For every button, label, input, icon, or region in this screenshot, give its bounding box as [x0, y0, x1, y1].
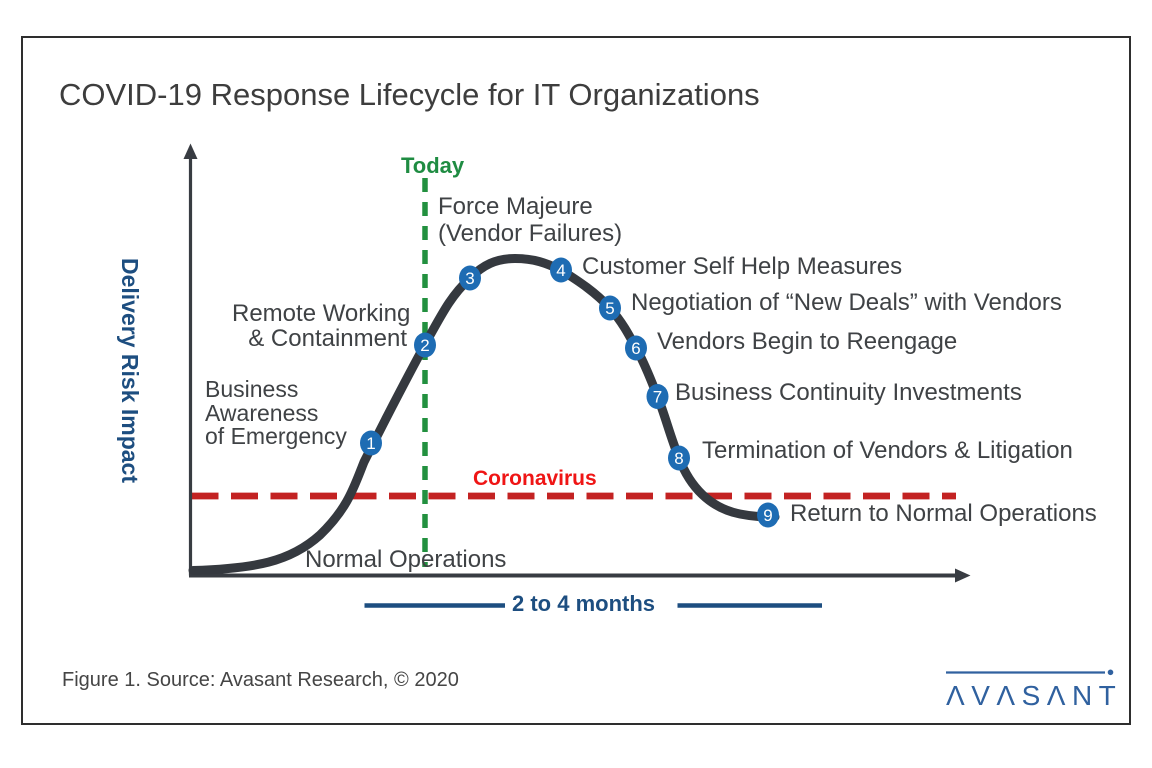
svg-text:1: 1 — [366, 434, 375, 453]
svg-text:2: 2 — [420, 336, 429, 355]
svg-text:5: 5 — [605, 299, 614, 318]
svg-text:8: 8 — [674, 449, 683, 468]
svg-text:6: 6 — [631, 339, 640, 358]
svg-text:4: 4 — [556, 261, 565, 280]
svg-text:7: 7 — [653, 388, 662, 407]
svg-text:9: 9 — [763, 506, 772, 525]
svg-text:3: 3 — [465, 269, 474, 288]
